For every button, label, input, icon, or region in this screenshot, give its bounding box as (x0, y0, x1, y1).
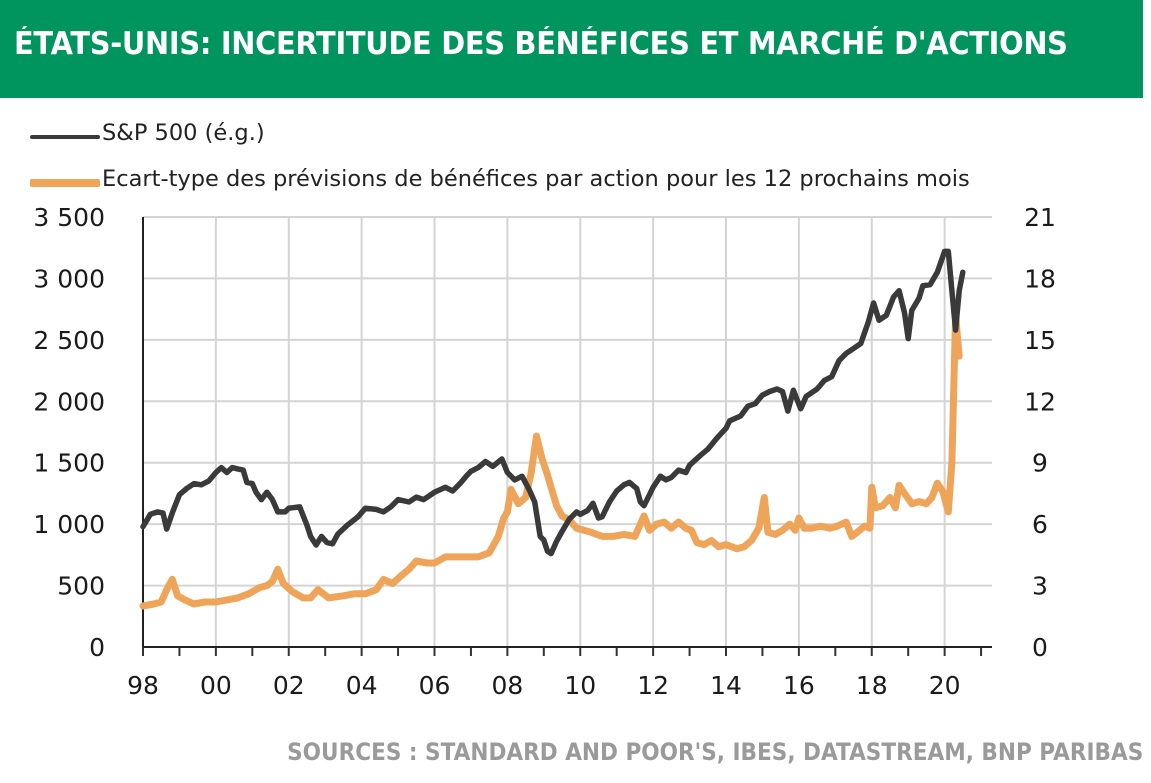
left-tick-label: 2 500 (33, 326, 105, 355)
x-tick-label: 10 (564, 671, 596, 700)
left-tick-label: 0 (89, 633, 105, 662)
legend-item-eps-dispersion: Ecart-type des prévisions de bénéfices p… (30, 166, 1070, 200)
chart-title: ÉTATS-UNIS: INCERTITUDE DES BÉNÉFICES ET… (14, 26, 1068, 62)
legend-label-eps-dispersion: Ecart-type des prévisions de bénéfices p… (102, 166, 970, 192)
series-layer (139, 248, 966, 610)
x-tick-label: 00 (200, 671, 232, 700)
left-axis-ticks: 0 500 1 000 1 500 2 000 2 500 3 000 3 500 (33, 203, 105, 662)
x-tick-label: 16 (783, 671, 815, 700)
right-tick-label: 15 (1024, 326, 1056, 355)
series-line-sp500 (140, 248, 966, 557)
x-tick-label: 06 (419, 671, 451, 700)
left-tick-label: 3 500 (33, 203, 105, 232)
right-tick-label: 3 (1032, 572, 1048, 601)
right-tick-label: 9 (1032, 449, 1048, 478)
right-tick-label: 0 (1032, 633, 1048, 662)
legend-item-sp500: S&P 500 (é.g.) (30, 120, 450, 154)
x-tick-label: 08 (491, 671, 523, 700)
x-tick-label: 14 (710, 671, 742, 700)
legend-label-sp500: S&P 500 (é.g.) (102, 120, 265, 146)
right-tick-label: 18 (1024, 264, 1056, 293)
legend-swatch-eps-dispersion (30, 179, 100, 187)
left-tick-label: 500 (57, 572, 105, 601)
right-axis-ticks: 0 3 6 9 12 15 18 21 (1024, 203, 1056, 662)
right-tick-label: 6 (1032, 510, 1048, 539)
source-note: SOURCES : STANDARD AND POOR'S, IBES, DAT… (286, 738, 1143, 766)
x-tick-label: 02 (273, 671, 305, 700)
right-tick-label: 21 (1024, 203, 1056, 232)
x-tick-label: 12 (637, 671, 669, 700)
left-tick-label: 3 000 (33, 264, 105, 293)
x-tick-label: 04 (346, 671, 378, 700)
x-tick-label: 20 (929, 671, 961, 700)
legend-swatch-sp500 (30, 135, 100, 139)
left-tick-label: 1 000 (33, 510, 105, 539)
x-axis-ticks: 98 00 02 04 06 08 10 12 14 16 18 20 (127, 217, 992, 700)
x-tick-label: 98 (127, 671, 159, 700)
series-line-eps-dispersion (139, 311, 963, 610)
right-tick-label: 12 (1024, 387, 1056, 416)
left-tick-label: 1 500 (33, 449, 105, 478)
title-banner: ÉTATS-UNIS: INCERTITUDE DES BÉNÉFICES ET… (0, 0, 1143, 98)
x-tick-label: 18 (856, 671, 888, 700)
left-tick-label: 2 000 (33, 387, 105, 416)
